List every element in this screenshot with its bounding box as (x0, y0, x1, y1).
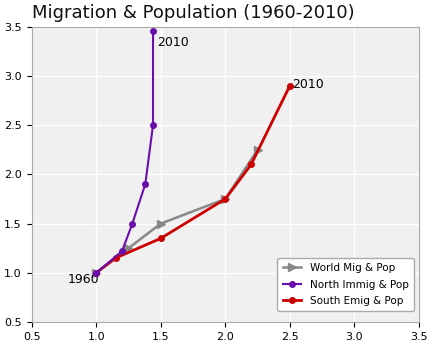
South Emig & Pop (113, 256, 118, 260)
Text: 1960: 1960 (68, 273, 99, 286)
North Immig & Pop (119, 249, 124, 253)
Legend: World Mig & Pop, North Immig & Pop, South Emig & Pop: World Mig & Pop, North Immig & Pop, Sout… (277, 258, 414, 311)
South Emig & Pop (287, 83, 292, 88)
North Immig & Pop (130, 221, 135, 226)
North Immig & Pop (150, 123, 156, 127)
South Emig & Pop (158, 236, 163, 240)
World Mig & Pop (126, 246, 131, 250)
World Mig & Pop (94, 271, 99, 275)
World Mig & Pop (255, 148, 260, 152)
Text: 2010: 2010 (157, 36, 189, 49)
North Immig & Pop (150, 29, 156, 34)
World Mig & Pop (223, 197, 228, 201)
North Immig & Pop (143, 182, 148, 186)
Line: World Mig & Pop: World Mig & Pop (92, 146, 262, 277)
North Immig & Pop (94, 271, 99, 275)
South Emig & Pop (94, 271, 99, 275)
South Emig & Pop (223, 197, 228, 201)
Line: North Immig & Pop: North Immig & Pop (93, 29, 156, 276)
South Emig & Pop (248, 162, 254, 166)
Text: Migration & Population (1960-2010): Migration & Population (1960-2010) (32, 4, 354, 22)
World Mig & Pop (158, 221, 163, 226)
Line: South Emig & Pop: South Emig & Pop (93, 83, 292, 276)
Text: 2010: 2010 (292, 78, 324, 91)
